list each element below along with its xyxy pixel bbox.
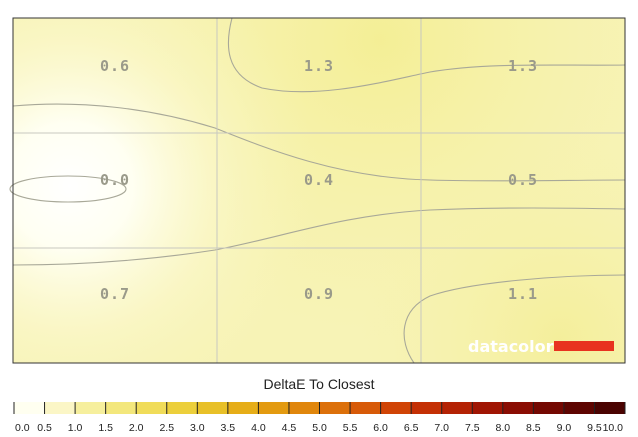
- contour-middle-lower: [12, 207, 626, 266]
- legend-tick-label: 9.0: [557, 422, 572, 434]
- legend-tick-label: 6.0: [373, 422, 388, 434]
- legend-tick-label: 8.5: [526, 422, 541, 434]
- legend-swatch: [227, 402, 259, 414]
- legend-swatch: [502, 402, 534, 414]
- legend-swatch: [288, 402, 320, 414]
- legend-swatch: [136, 402, 168, 414]
- legend-tick-label: 7.0: [434, 422, 449, 434]
- legend-swatch: [441, 402, 473, 414]
- cell-value-group: 0.6 1.3 1.3 0.0 0.4 0.5 0.7 0.9 1.1: [100, 57, 538, 303]
- contour-hotspot-ring: [9, 175, 127, 203]
- legend-ticks: [13, 402, 626, 414]
- legend-title: DeltaE To Closest: [263, 376, 374, 392]
- brand-logo-text: datacolor: [468, 337, 554, 356]
- legend-tick-label: 8.0: [495, 422, 510, 434]
- brand-logo-bar: [554, 341, 614, 351]
- legend-swatch: [533, 402, 565, 414]
- legend-swatch: [319, 402, 351, 414]
- legend-swatch: [44, 402, 76, 414]
- legend-swatch: [166, 402, 198, 414]
- hot-spot: [13, 18, 625, 363]
- legend-swatch: [472, 402, 504, 414]
- cell-value-r1c3: 1.3: [508, 57, 538, 75]
- legend-swatch: [350, 402, 382, 414]
- legend-tick-label: 1.5: [98, 422, 113, 434]
- legend-swatch: [105, 402, 137, 414]
- legend-swatch: [563, 402, 595, 414]
- cell-value-r1c2: 1.3: [304, 57, 334, 75]
- legend-tick-label: 5.0: [312, 422, 327, 434]
- legend-tick-label: 10.0: [603, 422, 624, 434]
- legend-tick-label: 5.5: [343, 422, 358, 434]
- legend-tick-label: 7.5: [465, 422, 480, 434]
- legend-swatch: [411, 402, 443, 414]
- cell-value-r2c1: 0.0: [100, 171, 130, 189]
- contour-bottom-right: [403, 274, 626, 364]
- legend-tick-label: 3.5: [221, 422, 236, 434]
- cell-value-r3c1: 0.7: [100, 285, 130, 303]
- legend-tick-label: 2.5: [159, 422, 174, 434]
- legend-tick-label: 0.5: [37, 422, 52, 434]
- legend-swatch: [75, 402, 107, 414]
- legend-tick-labels: 0.0 0.5 1.0 1.5 2.0 2.5 3.0 3.5 4.0 4.5 5.0 5.5 6.0 6…: [15, 422, 623, 434]
- legend-swatch: [14, 402, 46, 414]
- cell-value-r3c2: 0.9: [304, 285, 334, 303]
- legend-tick-label: 2.0: [129, 422, 144, 434]
- grid-lines: [13, 18, 625, 363]
- legend-swatches: [14, 402, 626, 414]
- legend-tick-label: 4.5: [282, 422, 297, 434]
- legend-tick-label: 0.0: [15, 422, 30, 434]
- contour-lines: [9, 17, 626, 364]
- cell-value-r1c1: 0.6: [100, 57, 130, 75]
- cell-value-r2c3: 0.5: [508, 171, 538, 189]
- legend-swatch: [258, 402, 290, 414]
- cell-value-r3c3: 1.1: [508, 285, 538, 303]
- legend-swatch: [197, 402, 229, 414]
- legend-tick-label: 1.0: [68, 422, 83, 434]
- plot-border: [12, 17, 626, 364]
- legend-swatch: [380, 402, 412, 414]
- legend-tick-label: 6.5: [404, 422, 419, 434]
- contour-top-hump: [227, 17, 626, 93]
- contour-top-left: [12, 103, 626, 182]
- legend-tick-label: 9.5: [587, 422, 602, 434]
- legend-tick-label: 4.0: [251, 422, 266, 434]
- cell-value-r2c2: 0.4: [304, 171, 334, 189]
- legend-swatch: [594, 402, 626, 414]
- legend-tick-label: 3.0: [190, 422, 205, 434]
